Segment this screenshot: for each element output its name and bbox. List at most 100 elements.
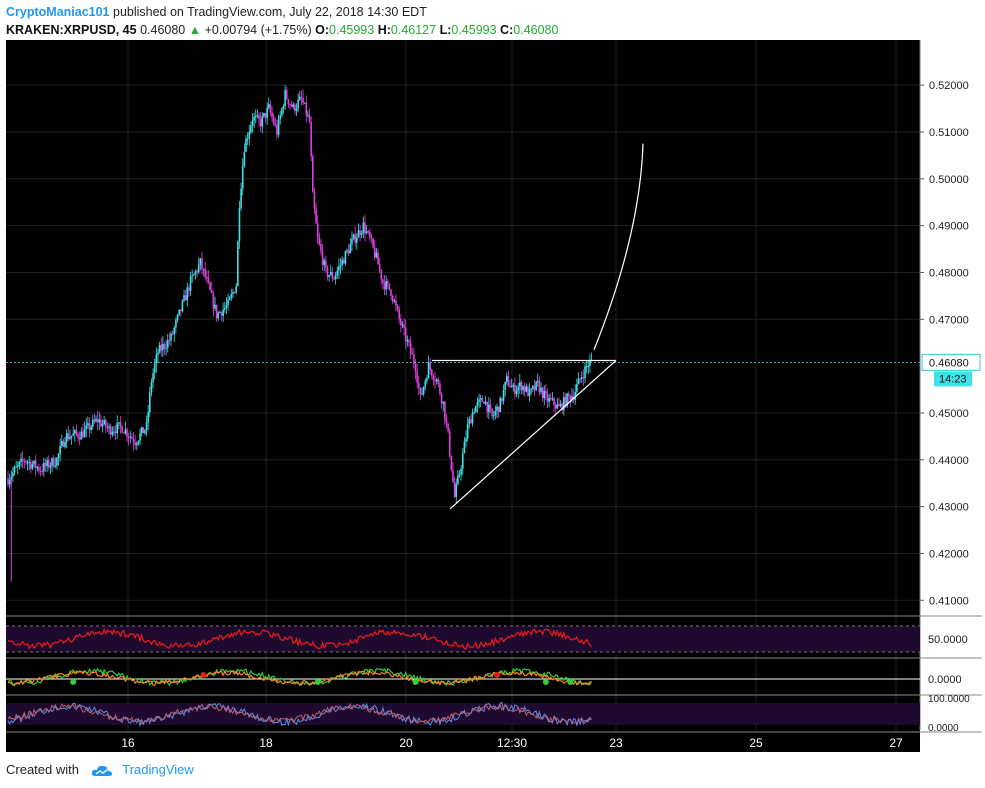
candle-body — [264, 113, 267, 118]
candle-body — [370, 237, 373, 239]
symbol-label: KRAKEN:XRPUSD, 45 — [6, 23, 137, 37]
candle-body — [528, 389, 531, 397]
candle-body — [65, 433, 68, 443]
time-tick-label: 23 — [609, 736, 623, 750]
price-tick-label: 0.52000 — [929, 80, 969, 92]
candle-body — [75, 430, 78, 434]
candle-body — [541, 387, 544, 399]
candle-body — [237, 241, 239, 286]
candle-body — [38, 467, 40, 471]
candle-body — [509, 385, 511, 388]
up-arrow-icon: ▲ — [188, 23, 202, 37]
candle-body — [268, 104, 270, 108]
candle-body — [51, 458, 53, 466]
candle-body — [21, 458, 24, 461]
candle-body — [303, 102, 306, 104]
macd-signal-line — [7, 670, 592, 686]
candle-body — [549, 398, 552, 400]
candle-body — [475, 406, 477, 413]
candle-body — [519, 382, 521, 387]
candle-body — [96, 418, 99, 423]
candle-body — [253, 116, 255, 121]
candle-body — [168, 339, 171, 341]
candles — [7, 84, 593, 582]
candle-body — [298, 96, 301, 100]
candle-body — [386, 281, 389, 284]
time-tick-label: 25 — [749, 736, 763, 750]
candle-body — [479, 398, 482, 400]
candle-body — [375, 252, 378, 258]
candle-body — [427, 362, 430, 379]
footer: Created with TradingView — [6, 762, 194, 778]
candle-body — [486, 401, 489, 413]
author-link[interactable]: CryptoManiac101 — [6, 5, 110, 19]
rsi-level-label: 50.0000 — [928, 634, 968, 646]
candle-body — [391, 296, 394, 302]
candle-body — [494, 410, 497, 416]
candle-body — [8, 480, 11, 485]
candle-body — [212, 292, 215, 309]
candle-body — [426, 378, 428, 381]
price-chart[interactable]: 0.52000 0.51000 0.50000 0.49000 0.48000 0.470… — [0, 40, 985, 752]
price-label-box — [921, 353, 981, 371]
candle-body — [329, 271, 332, 276]
candle-body — [173, 327, 176, 335]
candle-body — [240, 188, 242, 209]
candle-body — [91, 419, 94, 427]
macd-cross-dot — [70, 679, 77, 685]
candle-body — [523, 386, 526, 392]
stoch-upper-label: 100.0000 — [928, 694, 970, 705]
candle-body — [266, 107, 268, 118]
candle-body — [103, 420, 105, 425]
candle-body — [277, 119, 280, 135]
candle-body — [416, 371, 418, 383]
stoch-lower-label: 0.0000 — [928, 723, 959, 734]
candle-body — [243, 151, 246, 166]
candle-body — [505, 375, 508, 382]
candle-body — [468, 419, 471, 425]
candle-body — [452, 470, 454, 482]
tradingview-brand[interactable]: TradingView — [122, 762, 194, 777]
candle-body — [18, 461, 21, 466]
chart-header: CryptoManiac101 published on TradingView… — [6, 3, 981, 39]
candle-body — [72, 433, 74, 436]
candle-body — [279, 115, 282, 120]
candle-body — [170, 333, 172, 341]
candle-body — [204, 268, 207, 278]
candle-body — [210, 290, 213, 293]
candle-body — [69, 437, 71, 439]
candle-body — [52, 458, 55, 467]
candle-body — [259, 119, 262, 127]
candle-body — [574, 391, 577, 400]
candle-body — [445, 419, 448, 424]
low-label: L: — [439, 23, 452, 37]
candle-body — [543, 390, 546, 399]
candle-body — [144, 430, 146, 434]
candle-body — [56, 458, 58, 466]
candle-body — [20, 458, 22, 462]
candle-body — [360, 232, 363, 235]
candle-body — [585, 366, 588, 368]
candle-body — [471, 412, 474, 424]
price-tick-label: 0.50000 — [929, 174, 969, 186]
candle-body — [113, 431, 115, 433]
candle-body — [232, 292, 234, 295]
candle-body — [179, 309, 182, 312]
candle-body — [484, 401, 487, 404]
last-price: 0.46080 — [140, 23, 186, 37]
candle-body — [369, 231, 371, 238]
price-tick-label: 0.45000 — [929, 408, 969, 420]
candle-body — [336, 270, 339, 276]
candle-body — [294, 104, 296, 112]
candle-body — [152, 373, 154, 382]
candle-body — [333, 278, 335, 280]
stoch-band — [6, 703, 920, 725]
price-tick-label: 0.51000 — [929, 127, 969, 139]
candle-body — [577, 378, 580, 385]
candle-body — [127, 436, 130, 438]
candle-body — [520, 382, 523, 391]
time-tick-label: 27 — [889, 736, 903, 750]
candle-body — [403, 324, 405, 328]
time-tick-label: 16 — [121, 736, 135, 750]
candle-body — [90, 426, 92, 430]
